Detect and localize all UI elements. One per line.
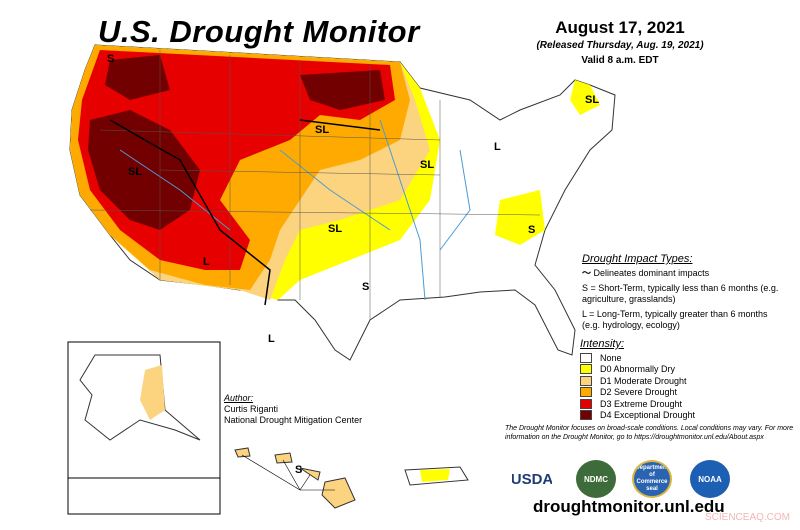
alaska-shape [79,354,201,441]
map-label: SL [128,166,142,178]
d4-area-north [300,70,385,110]
swatch [580,398,592,409]
alaska-drought [140,365,165,420]
impact-boundary-line [109,119,381,306]
swatch [580,387,592,398]
release-date: (Released Thursday, Aug. 19, 2021) [536,40,704,51]
map-label: SL [585,94,599,106]
legend-item-none: None [580,352,695,364]
d0-area-ne [570,80,600,115]
d4-area-nw [105,55,170,100]
author-org: National Drought Mitigation Center [224,415,363,425]
map-date: August 17, 2021 [555,18,685,37]
disclaimer-note: The Drought Monitor focuses on broad-sca… [505,425,794,441]
map-label: S [362,281,369,293]
d0-area-east [495,190,545,245]
short-term-text: S = Short-Term, typically less than 6 mo… [582,283,779,304]
author-heading: Author: [224,393,254,403]
state-lines [89,50,541,320]
map-label: S [107,53,114,65]
hawaii-leader-lines [241,454,335,491]
legend-item-d2: D2 Severe Drought [580,387,695,399]
swatch [580,352,592,363]
map-label: L [203,256,210,268]
map-label: S [295,464,302,476]
impact-heading: Drought Impact Types: [582,253,693,265]
hawaii-islands [234,447,356,509]
valid-time: Valid 8 a.m. EDT [581,55,659,66]
impact-types-legend: Drought Impact Types: 〜 Delineates domin… [582,254,782,335]
map-label: SL [420,159,434,171]
usda-logo: USDA [512,460,552,498]
delineates-text: Delineates dominant impacts [593,268,710,278]
intensity-legend: Intensity: None D0 Abnormally Dry D1 Mod… [580,338,695,421]
ndmc-logo: NDMC [576,460,616,498]
legend-item-d0: D0 Abnormally Dry [580,364,695,376]
commerce-seal-logo: Department of Commerce seal [632,460,672,498]
map-label: L [268,333,275,345]
watermark: SCIENCEAQ.COM [705,512,791,523]
author-name: Curtis Riganti [224,404,279,414]
website-link[interactable]: droughtmonitor.unl.edu [533,497,725,516]
map-label: L [494,141,501,153]
swatch [580,364,592,375]
legend-item-d3: D3 Extreme Drought [580,398,695,410]
map-label: SL [328,223,342,235]
d4-area [88,110,200,230]
alaska-inset-frame [67,341,221,515]
long-term-text: L = Long-Term, typically greater than 6 … [582,309,768,330]
rivers [119,119,471,301]
author-block: Author: Curtis Riganti National Drought … [224,393,362,426]
impact-line-icon: 〜 [582,268,594,278]
noaa-logo: NOAA [690,460,730,498]
legend-item-d1: D1 Moderate Drought [580,375,695,387]
puerto-rico-drought [420,469,450,482]
swatch [580,375,592,386]
swatch [580,410,592,421]
map-label: SL [315,124,329,136]
legend-item-d4: D4 Exceptional Drought [580,410,695,422]
intensity-heading: Intensity: [580,338,625,350]
map-label: S [528,224,535,236]
page-title: U.S. Drought Monitor [98,14,420,49]
